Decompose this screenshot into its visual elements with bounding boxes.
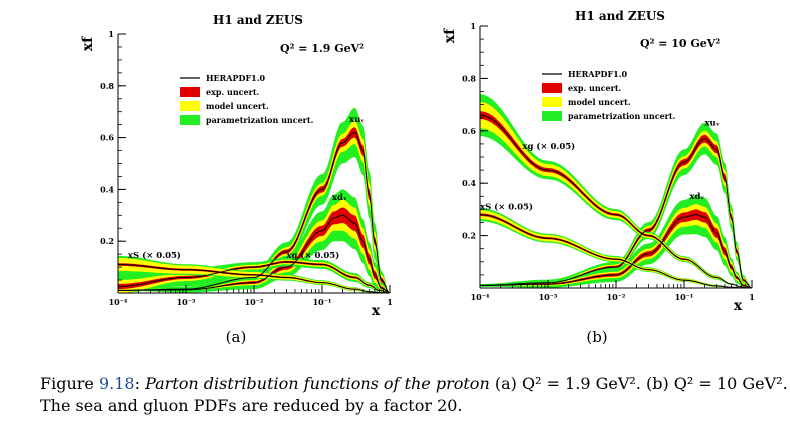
y-axis-label: xf — [442, 28, 458, 43]
q2-scale-label: Q² = 10 GeV² — [640, 37, 720, 50]
y-tick-label: 0.8 — [462, 73, 476, 83]
curve-label-xu: xuᵥ — [349, 115, 364, 125]
plot-title: H1 and ZEUS — [213, 13, 303, 27]
y-tick-label: 0.6 — [462, 126, 476, 136]
series-line-xd — [118, 214, 390, 294]
band-model-xd — [480, 204, 752, 288]
curve-label-xu: xuᵥ — [704, 119, 719, 129]
legend-label: parametrization uncert. — [206, 115, 314, 125]
x-axis-label: x — [372, 303, 381, 319]
curve-label-xg-0-05: xg (× 0.05) — [286, 250, 339, 261]
x-tick-label: 10⁻² — [607, 292, 626, 302]
y-axis-label: xf — [80, 36, 96, 51]
x-tick-label: 1 — [749, 292, 755, 302]
legend-label: exp. uncert. — [568, 83, 622, 93]
legend: HERAPDF1.0 exp. uncert. model uncert. param… — [542, 69, 676, 121]
y-tick-label: 1 — [470, 21, 476, 31]
legend-swatch-exp-uncert — [180, 87, 200, 97]
x-tick-label: 10⁻⁴ — [471, 292, 490, 302]
figure-caption: Figure 9.18: Parton distribution functio… — [40, 373, 788, 417]
curve-label-xs-0-05: xS (× 0.05) — [128, 250, 181, 261]
caption-italic-title: Parton distribution functions of the pro… — [145, 374, 490, 393]
plot-title: H1 and ZEUS — [575, 9, 665, 23]
y-tick-label: 0.4 — [100, 184, 114, 194]
x-tick-label: 10⁻⁴ — [109, 297, 128, 307]
x-axis-label: x — [734, 298, 743, 314]
series-line-xg-0-05 — [117, 261, 390, 294]
y-tick-label: 0.8 — [100, 81, 114, 91]
series-line-xu — [480, 138, 753, 289]
band-param-xu — [118, 107, 390, 293]
band-exp-xd — [118, 207, 390, 293]
figure-number-link[interactable]: 9.18 — [98, 374, 135, 393]
uncertainty-bands — [118, 107, 390, 293]
x-tick-label: 10⁻³ — [177, 297, 196, 307]
series-line-xd — [480, 214, 752, 289]
y-tick-label: 0.6 — [100, 133, 114, 143]
legend-swatch-parametrization-uncert — [180, 115, 200, 125]
y-tick-label: 0.4 — [462, 178, 476, 188]
curve-label-xd: xdᵥ — [689, 192, 704, 202]
series-line-xg-0-05 — [479, 114, 752, 289]
legend-label: HERAPDF1.0 — [568, 69, 627, 79]
caption-prefix: Figure — [40, 374, 99, 393]
y-tick-label: 0.2 — [100, 236, 114, 246]
band-exp-xs-0-05 — [118, 263, 390, 293]
x-tick-label: 1 — [387, 297, 393, 307]
legend-label: parametrization uncert. — [568, 111, 676, 121]
y-tick-label: 1 — [108, 29, 114, 39]
legend-swatch-model-uncert — [542, 97, 562, 107]
series-line-xs-0-05 — [117, 264, 390, 294]
y-tick-label: 0.2 — [462, 231, 476, 241]
legend-swatch-model-uncert — [180, 101, 200, 111]
caption-text: (a) Q² = 1.9 GeV². (b) Q² = 10 GeV². The… — [40, 374, 788, 415]
curve-label-xs-0-05: xS (× 0.05) — [480, 201, 533, 212]
legend-swatch-parametrization-uncert — [542, 111, 562, 121]
x-tick-label: 10⁻¹ — [675, 292, 694, 302]
panel-label: (b) — [586, 328, 607, 346]
legend-swatch-exp-uncert — [542, 83, 562, 93]
caption-colon: : — [134, 374, 146, 393]
curve-label-xg-0-05: xg (× 0.05) — [522, 141, 575, 152]
q2-scale-label: Q² = 1.9 GeV² — [280, 42, 364, 55]
x-tick-label: 10⁻¹ — [313, 297, 332, 307]
x-tick-label: 10⁻² — [245, 297, 264, 307]
legend-label: model uncert. — [206, 101, 269, 111]
legend-label: exp. uncert. — [206, 87, 260, 97]
legend-label: HERAPDF1.0 — [206, 73, 265, 83]
series-line-xu — [118, 131, 391, 294]
curve-label-xd: xdᵥ — [332, 193, 347, 203]
band-param-xd — [118, 189, 390, 293]
panel-label: (a) — [226, 328, 247, 346]
legend: HERAPDF1.0 exp. uncert. model uncert. param… — [180, 73, 314, 125]
legend-label: model uncert. — [568, 97, 631, 107]
x-tick-label: 10⁻³ — [539, 292, 558, 302]
uncertainty-bands — [480, 94, 752, 289]
band-model-xd — [118, 199, 390, 293]
